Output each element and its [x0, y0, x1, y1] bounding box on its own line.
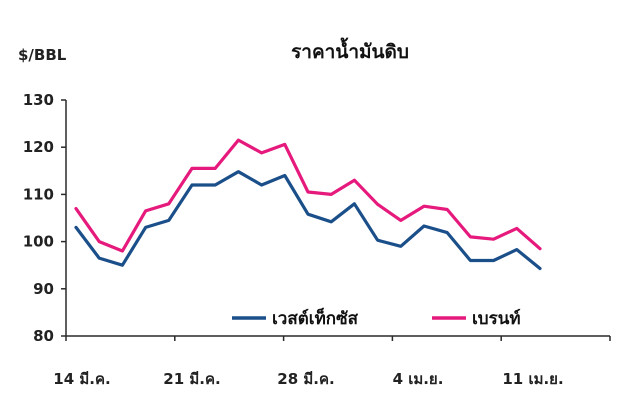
x-tick-label: 28 มี.ค. — [277, 370, 334, 388]
y-tick-label: 80 — [33, 327, 54, 345]
x-tick-label: 11 เม.ย. — [502, 370, 563, 388]
x-tick-label: 14 มี.ค. — [53, 370, 110, 388]
x-tick-label: 4 เม.ย. — [393, 370, 444, 388]
y-tick-label: 110 — [23, 185, 54, 203]
chart-title: ราคาน้ำมันดิบ — [291, 37, 409, 63]
y-tick-label: 130 — [23, 91, 54, 109]
legend-label-2: เบรนท์ — [472, 308, 521, 329]
legend-label-1: เวสต์เท็กซัส — [272, 306, 359, 329]
y-axis-label: $/BBL — [18, 46, 67, 64]
series-line-1 — [74, 170, 542, 271]
series-line-2 — [74, 138, 542, 253]
x-tick-label: 21 มี.ค. — [163, 370, 220, 388]
axes: 80 90 100 110 120 130 14 มี.ค. 21 มี.ค. 28 มี.ค.… — [23, 91, 611, 388]
y-tick-label: 120 — [23, 138, 54, 156]
series-lines — [74, 138, 542, 271]
y-tick-label: 100 — [23, 233, 54, 251]
y-tick-label: 90 — [33, 280, 54, 298]
legend: เวสต์เท็กซัส เบรนท์ — [232, 306, 521, 329]
